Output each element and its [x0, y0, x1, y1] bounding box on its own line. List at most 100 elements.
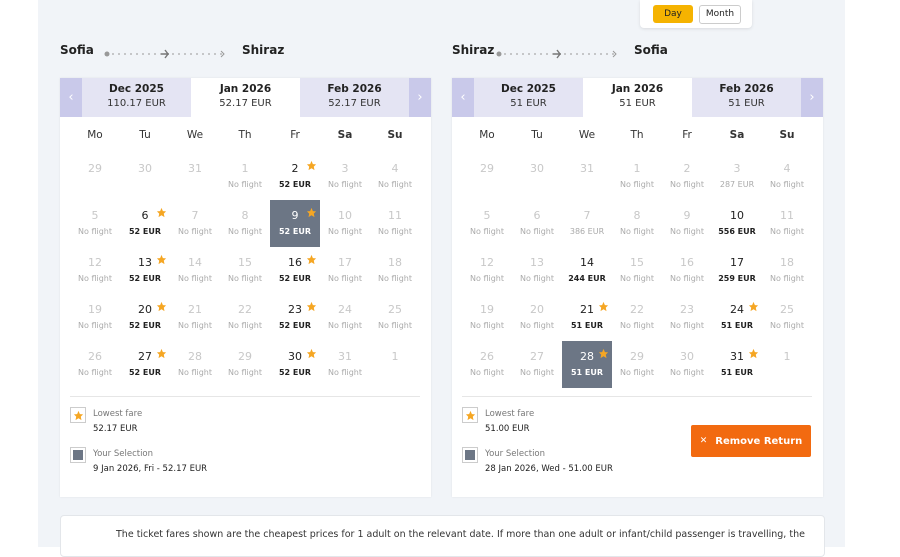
weekday: We — [578, 129, 596, 141]
day-cell[interactable]: 3 287 EUR — [712, 153, 762, 200]
day-cell[interactable]: 10 No flight — [320, 200, 370, 247]
day-cell[interactable]: 30 No flight — [662, 341, 712, 388]
day-cell[interactable]: 6 52 EUR — [120, 200, 170, 247]
prev-month[interactable]: ‹ — [60, 78, 82, 117]
day-cell[interactable]: 26 No flight — [462, 341, 512, 388]
day-cell[interactable]: 24 51 EUR — [712, 294, 762, 341]
day-cell[interactable]: 4 No flight — [762, 153, 812, 200]
day-cell[interactable]: 4 No flight — [370, 153, 420, 200]
day-cell[interactable]: 5 No flight — [462, 200, 512, 247]
day-cell[interactable]: 21 51 EUR — [562, 294, 612, 341]
day-cell[interactable]: 6 No flight — [512, 200, 562, 247]
day-cell[interactable]: 27 No flight — [512, 341, 562, 388]
day-cell[interactable]: 31 51 EUR — [712, 341, 762, 388]
day-price: No flight — [520, 227, 554, 236]
day-cell[interactable]: 26 No flight — [70, 341, 120, 388]
day-cell[interactable]: 1 No flight — [612, 153, 662, 200]
day-number: 25 — [388, 303, 402, 316]
day-number: 7 — [191, 209, 199, 222]
month-tab[interactable]: Feb 2026 51 EUR — [692, 78, 801, 117]
day-cell[interactable]: 14 No flight — [170, 247, 220, 294]
day-cell[interactable]: 31 — [170, 153, 220, 200]
day-cell[interactable]: 15 No flight — [612, 247, 662, 294]
day-cell[interactable]: 12 No flight — [462, 247, 512, 294]
month-tab[interactable]: Feb 2026 52.17 EUR — [300, 78, 409, 117]
day-cell[interactable]: 28 51 EUR — [562, 341, 612, 388]
day-cell[interactable]: 17 259 EUR — [712, 247, 762, 294]
day-cell[interactable]: 7 No flight — [170, 200, 220, 247]
day-cell[interactable]: 22 No flight — [612, 294, 662, 341]
day-cell[interactable]: 20 52 EUR — [120, 294, 170, 341]
day-price: No flight — [470, 227, 504, 236]
day-cell[interactable]: 28 No flight — [170, 341, 220, 388]
day-cell[interactable]: 30 — [512, 153, 562, 200]
day-number: 2 — [683, 162, 691, 175]
day-cell[interactable]: 22 No flight — [220, 294, 270, 341]
day-cell[interactable]: 18 No flight — [370, 247, 420, 294]
day-cell[interactable]: 30 52 EUR — [270, 341, 320, 388]
day-cell[interactable]: 21 No flight — [170, 294, 220, 341]
next-month[interactable]: › — [409, 78, 431, 117]
day-cell[interactable]: 3 No flight — [320, 153, 370, 200]
day-cell[interactable]: 18 No flight — [762, 247, 812, 294]
day-cell[interactable]: 12 No flight — [70, 247, 120, 294]
day-cell[interactable]: 8 No flight — [220, 200, 270, 247]
day-cell[interactable]: 11 No flight — [762, 200, 812, 247]
day-cell[interactable]: 25 No flight — [370, 294, 420, 341]
day-cell[interactable]: 29 No flight — [220, 341, 270, 388]
month-button[interactable]: Month — [699, 5, 741, 24]
day-cell[interactable]: 24 No flight — [320, 294, 370, 341]
day-button[interactable]: Day — [653, 5, 693, 23]
day-cell[interactable]: 13 52 EUR — [120, 247, 170, 294]
day-cell[interactable]: 20 No flight — [512, 294, 562, 341]
divider — [462, 396, 812, 397]
day-price: 52 EUR — [128, 368, 162, 377]
day-cell[interactable]: 7 386 EUR — [562, 200, 612, 247]
view-toggle: Day Month — [640, 0, 752, 28]
day-price: 52 EUR — [278, 368, 312, 377]
day-cell[interactable]: 16 52 EUR — [270, 247, 320, 294]
month-tab[interactable]: Dec 2025 51 EUR — [474, 78, 583, 117]
day-cell[interactable]: 25 No flight — [762, 294, 812, 341]
day-cell[interactable]: 11 No flight — [370, 200, 420, 247]
day-cell[interactable]: 9 No flight — [662, 200, 712, 247]
day-cell[interactable]: 15 No flight — [220, 247, 270, 294]
day-cell[interactable]: 29 — [462, 153, 512, 200]
remove-return-button[interactable]: ✕ Remove Return — [691, 425, 811, 457]
day-number: 28 — [188, 350, 202, 363]
day-cell[interactable]: 1 No flight — [220, 153, 270, 200]
day-cell[interactable]: 19 No flight — [462, 294, 512, 341]
day-cell[interactable]: 8 No flight — [612, 200, 662, 247]
month-name: Feb 2026 — [719, 83, 774, 95]
day-cell[interactable]: 31 — [562, 153, 612, 200]
weekday: Sa — [337, 129, 353, 141]
day-cell[interactable]: 17 No flight — [320, 247, 370, 294]
day-cell[interactable]: 29 No flight — [612, 341, 662, 388]
month-tab[interactable]: Dec 2025 110.17 EUR — [82, 78, 191, 117]
day-cell[interactable]: 5 No flight — [70, 200, 120, 247]
star — [598, 297, 609, 312]
day-cell[interactable]: 1 — [762, 341, 812, 388]
day-cell[interactable]: 31 No flight — [320, 341, 370, 388]
day-cell[interactable]: 9 52 EUR — [270, 200, 320, 247]
day-cell[interactable]: 1 — [370, 341, 420, 388]
day-cell[interactable]: 14 244 EUR — [562, 247, 612, 294]
prev-month[interactable]: ‹ — [452, 78, 474, 117]
day-cell[interactable]: 13 No flight — [512, 247, 562, 294]
month-tab[interactable]: Jan 2026 52.17 EUR — [191, 78, 300, 117]
day-cell[interactable]: 30 — [120, 153, 170, 200]
day-cell[interactable]: 19 No flight — [70, 294, 120, 341]
month-tab[interactable]: Jan 2026 51 EUR — [583, 78, 692, 117]
day-price: No flight — [328, 368, 362, 377]
day-cell[interactable]: 27 52 EUR — [120, 341, 170, 388]
day-cell[interactable]: 2 No flight — [662, 153, 712, 200]
day-price: No flight — [620, 180, 654, 189]
day-cell[interactable]: 16 No flight — [662, 247, 712, 294]
day-cell[interactable]: 23 52 EUR — [270, 294, 320, 341]
next-month[interactable]: › — [801, 78, 823, 117]
day-cell[interactable]: 23 No flight — [662, 294, 712, 341]
day-cell[interactable]: 29 — [70, 153, 120, 200]
day-number: 17 — [730, 256, 744, 269]
day-cell[interactable]: 10 556 EUR — [712, 200, 762, 247]
day-cell[interactable]: 2 52 EUR — [270, 153, 320, 200]
